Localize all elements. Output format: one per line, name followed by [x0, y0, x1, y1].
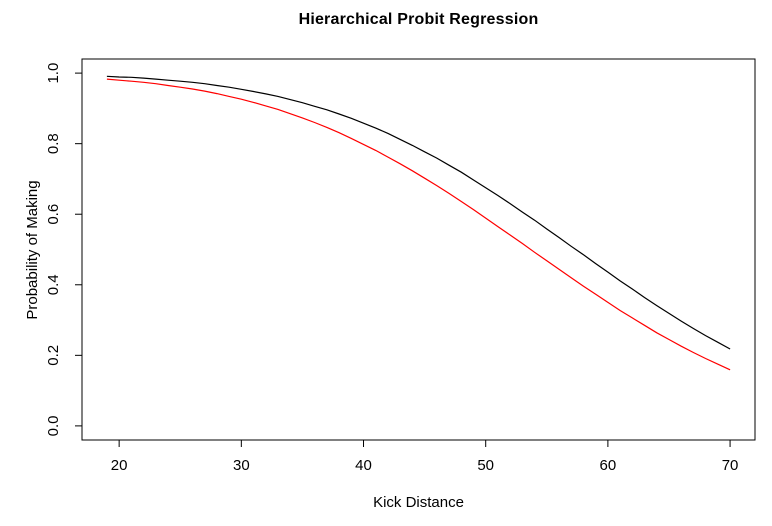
- upper-probit-curve: [106, 75, 731, 350]
- y-axis-tick-label: 0.6: [45, 204, 62, 225]
- x-axis-tick-label: 70: [722, 457, 739, 474]
- x-axis-tick-label: 20: [111, 457, 128, 474]
- chart-title: Hierarchical Probit Regression: [298, 11, 539, 28]
- x-axis-tick-label: 50: [477, 457, 494, 474]
- x-axis-label: Kick Distance: [373, 494, 464, 511]
- y-axis-tick-label: 0.2: [45, 345, 62, 366]
- y-axis-tick-label: 1.0: [45, 63, 62, 84]
- lower-probit-curve: [106, 78, 731, 371]
- plot-frame: [81, 58, 756, 441]
- y-axis-tick-label: 0.4: [45, 274, 62, 295]
- x-axis-tick-label: 30: [233, 457, 250, 474]
- x-axis-tick-label: 60: [600, 457, 617, 474]
- y-axis-tick-label: 0.8: [45, 133, 62, 154]
- x-axis-tick-label: 40: [355, 457, 372, 474]
- y-axis-tick-label: 0.0: [45, 415, 62, 436]
